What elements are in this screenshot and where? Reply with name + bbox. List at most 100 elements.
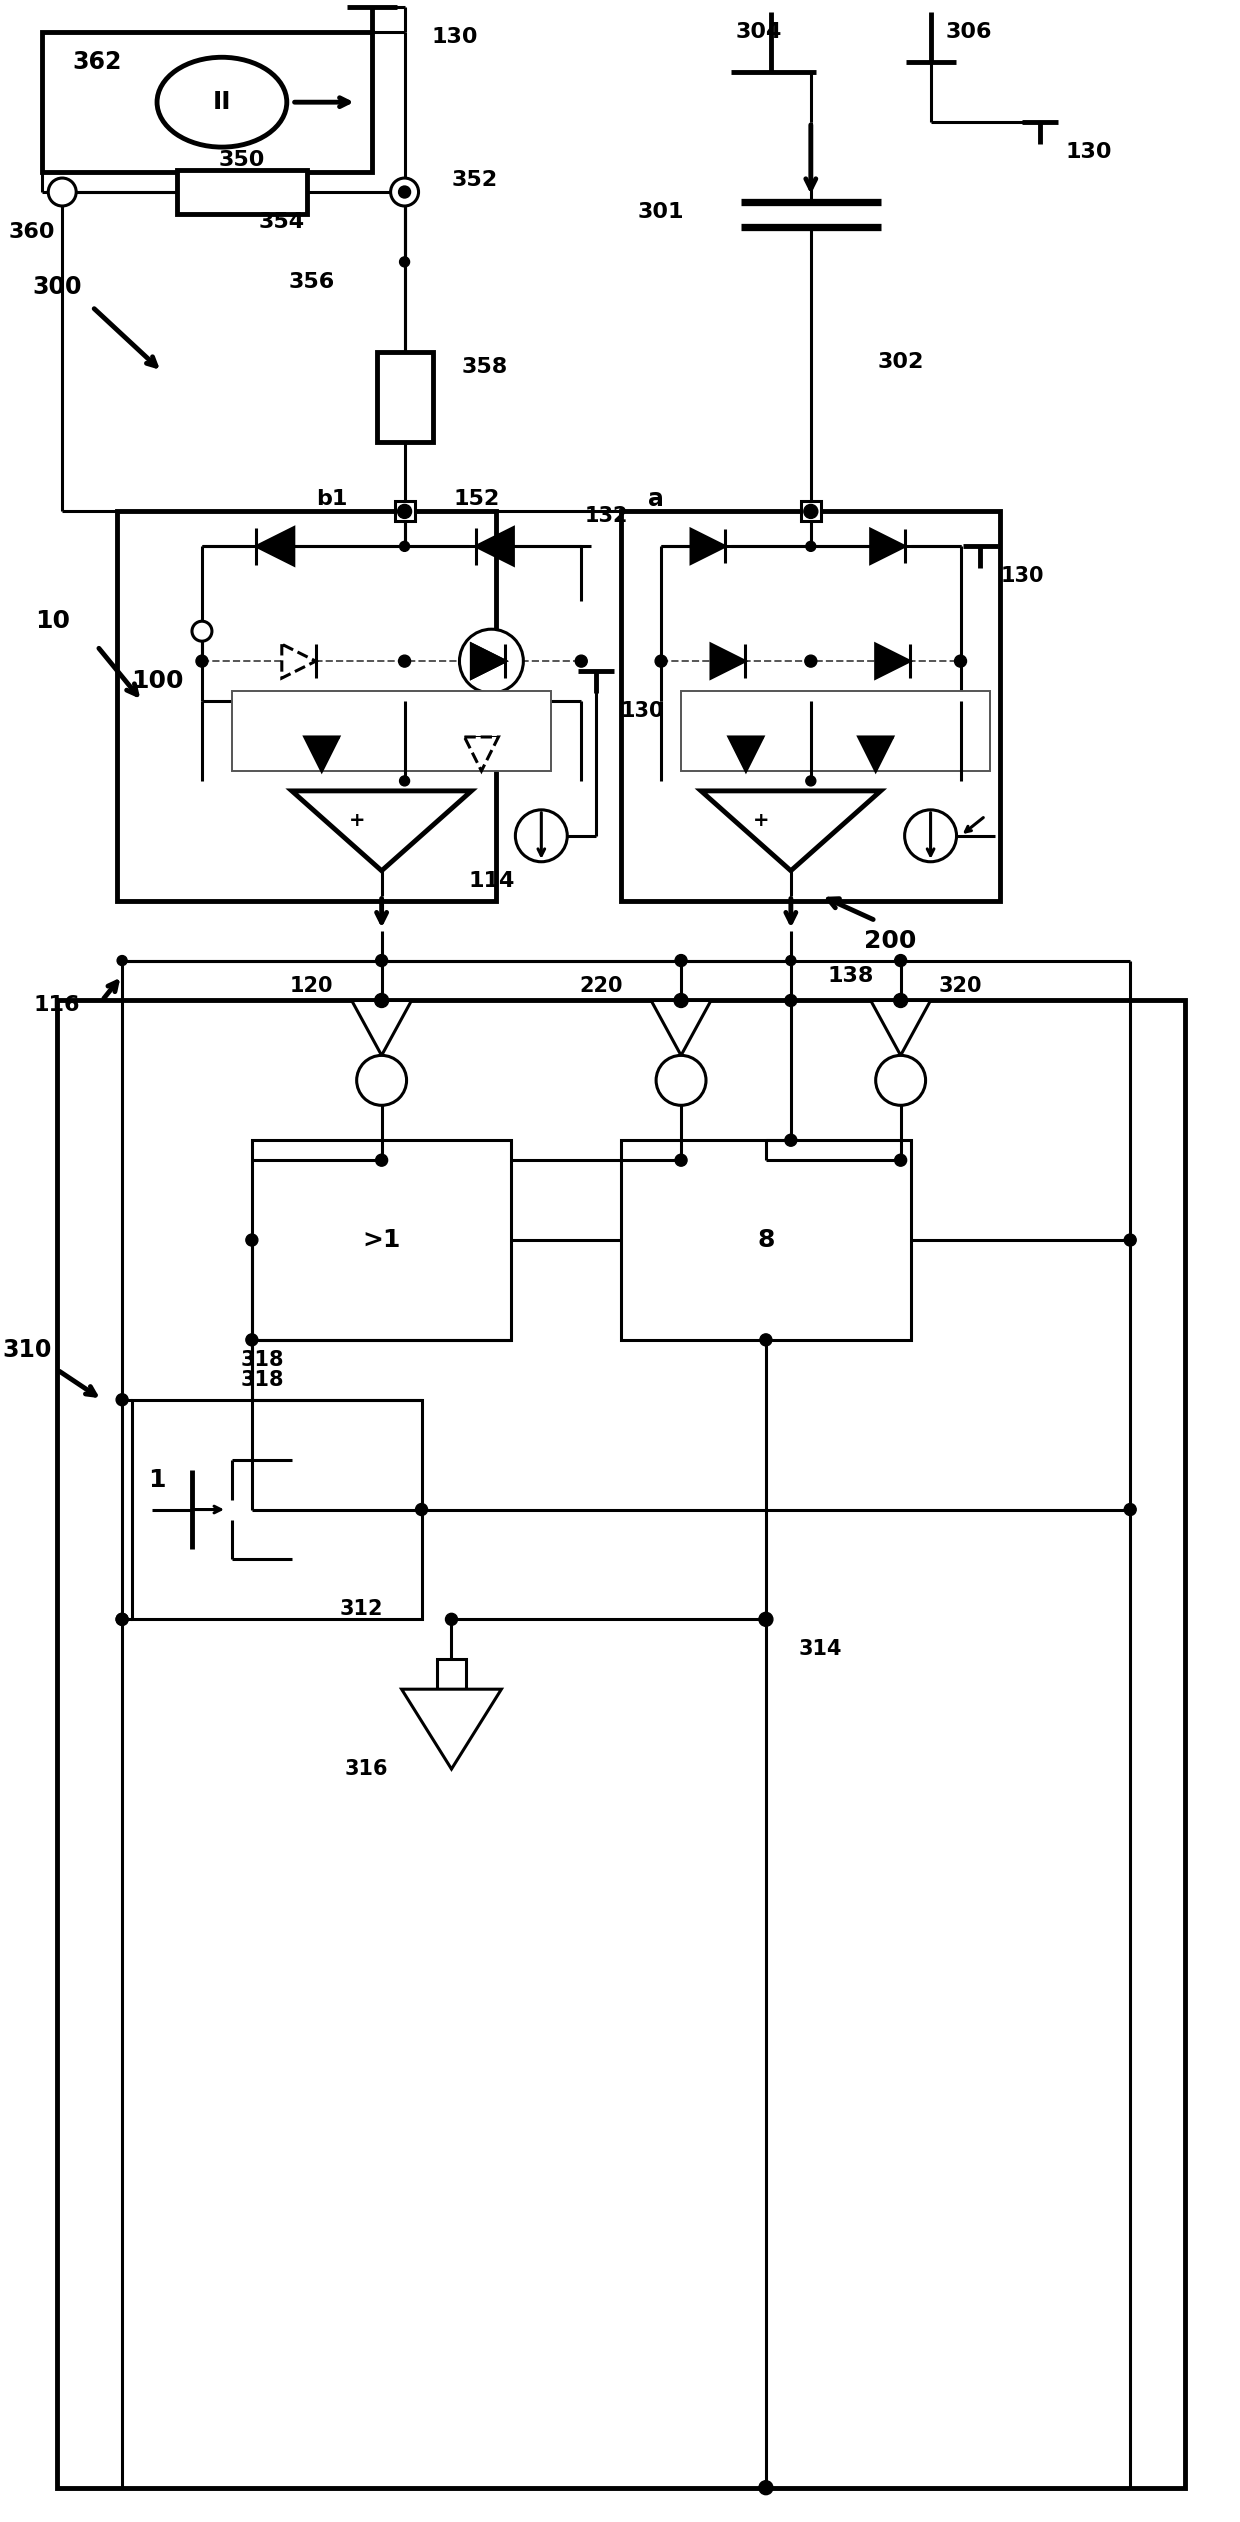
Polygon shape (870, 1001, 930, 1054)
Text: 200: 200 (864, 928, 916, 953)
Circle shape (894, 994, 908, 1006)
Polygon shape (701, 792, 880, 870)
Text: 130: 130 (621, 701, 665, 721)
Circle shape (445, 1614, 458, 1624)
Circle shape (894, 956, 906, 966)
Polygon shape (691, 530, 725, 562)
Circle shape (399, 507, 409, 517)
Bar (377, 351, 433, 441)
Text: >1: >1 (362, 1228, 401, 1251)
Circle shape (398, 187, 410, 199)
Polygon shape (870, 530, 905, 562)
Text: 306: 306 (946, 23, 992, 43)
Text: 318: 318 (241, 1369, 284, 1390)
Circle shape (460, 628, 523, 694)
Circle shape (399, 257, 409, 267)
Circle shape (1125, 1503, 1136, 1516)
Text: II: II (213, 91, 231, 113)
Circle shape (785, 994, 797, 1006)
Text: 352: 352 (451, 169, 497, 189)
Circle shape (377, 956, 387, 966)
Polygon shape (281, 643, 316, 678)
Text: 100: 100 (130, 668, 184, 694)
Circle shape (955, 656, 966, 668)
Ellipse shape (157, 58, 286, 146)
Text: 362: 362 (72, 50, 122, 73)
Circle shape (415, 1503, 428, 1516)
Circle shape (399, 187, 409, 197)
Circle shape (374, 994, 388, 1006)
Circle shape (391, 179, 419, 207)
Text: 114: 114 (469, 870, 515, 890)
Text: 302: 302 (878, 351, 924, 371)
Text: 312: 312 (340, 1599, 383, 1619)
Circle shape (575, 656, 588, 668)
Text: 304: 304 (737, 23, 782, 43)
Circle shape (399, 777, 409, 787)
Bar (117, 512, 496, 900)
Circle shape (1125, 1233, 1136, 1246)
Circle shape (656, 1054, 706, 1105)
Circle shape (246, 1233, 258, 1246)
Text: 120: 120 (290, 976, 334, 996)
Text: 301: 301 (637, 202, 684, 222)
Circle shape (806, 542, 816, 552)
Text: 350: 350 (218, 151, 265, 169)
Text: 10: 10 (35, 610, 69, 633)
Text: 360: 360 (9, 222, 56, 242)
Bar (177, 169, 306, 214)
Circle shape (786, 956, 796, 966)
Text: 358: 358 (461, 356, 507, 376)
Text: 132: 132 (584, 507, 627, 527)
Circle shape (117, 1614, 128, 1624)
Circle shape (675, 956, 687, 966)
Polygon shape (651, 1001, 711, 1054)
Text: 116: 116 (33, 996, 81, 1016)
Text: 220: 220 (579, 976, 622, 996)
Circle shape (357, 1054, 407, 1105)
Bar (252, 1140, 511, 1339)
Circle shape (675, 1155, 687, 1165)
Text: 130: 130 (432, 28, 479, 48)
Circle shape (398, 504, 412, 520)
Polygon shape (402, 1690, 501, 1768)
Bar (232, 691, 552, 772)
Bar (42, 33, 372, 171)
Text: 356: 356 (289, 272, 335, 293)
Text: +: + (753, 812, 769, 830)
Circle shape (655, 656, 667, 668)
Text: 300: 300 (32, 275, 82, 298)
Circle shape (759, 1612, 773, 1627)
Polygon shape (471, 643, 506, 678)
Circle shape (376, 956, 388, 966)
Polygon shape (729, 736, 763, 772)
Circle shape (117, 1614, 128, 1624)
Polygon shape (257, 527, 294, 565)
Bar (394, 502, 414, 522)
Circle shape (894, 1155, 906, 1165)
Text: 316: 316 (345, 1758, 388, 1778)
Bar (621, 1140, 910, 1339)
Text: 152: 152 (454, 489, 500, 509)
Circle shape (905, 810, 956, 863)
Polygon shape (875, 643, 910, 678)
Text: 318: 318 (241, 1349, 284, 1369)
Bar (801, 502, 821, 522)
Bar (133, 1400, 422, 1619)
Text: 314: 314 (799, 1639, 842, 1659)
Text: 130: 130 (1065, 141, 1112, 161)
Circle shape (399, 542, 409, 552)
Circle shape (760, 1334, 771, 1347)
Circle shape (398, 656, 410, 668)
Polygon shape (465, 736, 498, 772)
Bar (57, 1001, 1185, 2487)
Polygon shape (352, 1001, 412, 1054)
Text: 130: 130 (1001, 567, 1044, 585)
Circle shape (785, 1135, 797, 1145)
Circle shape (196, 656, 208, 668)
Text: 310: 310 (2, 1337, 52, 1362)
Circle shape (516, 810, 567, 863)
Text: 320: 320 (939, 976, 982, 996)
Polygon shape (711, 643, 745, 678)
Circle shape (376, 1155, 388, 1165)
